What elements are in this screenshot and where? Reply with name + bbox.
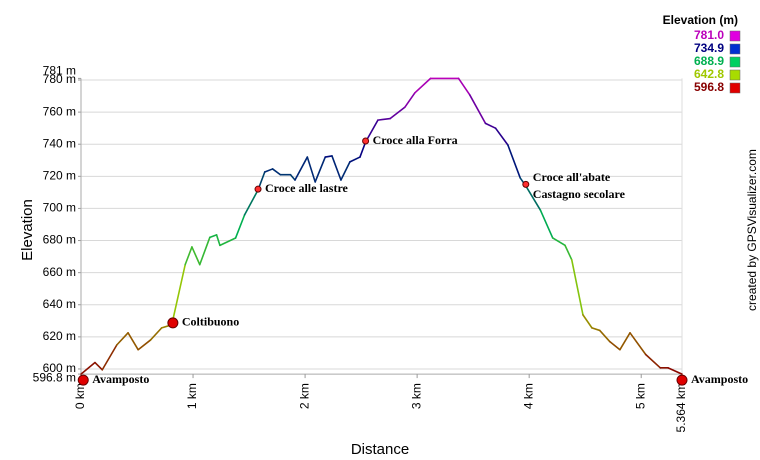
elevation-segment: [389, 106, 406, 120]
elevation-segment: [539, 209, 554, 239]
elevation-segment: [324, 155, 333, 158]
y-tick-label: 760 m: [43, 104, 76, 118]
elevation-segment: [609, 340, 621, 351]
waypoint-label: Avamposto: [691, 372, 748, 386]
x-tick-label: 3 km: [409, 383, 423, 409]
elevation-segment: [582, 314, 593, 329]
elevation-segment: [570, 259, 584, 316]
elevation-segment: [294, 156, 309, 181]
x-axis-title: Distance: [351, 441, 409, 458]
elevation-segment: [127, 332, 139, 351]
legend-swatch: [729, 69, 741, 81]
elevation-segment: [234, 214, 246, 239]
elevation-segment: [101, 344, 118, 371]
waypoint: [522, 180, 530, 188]
elevation-segment: [644, 353, 662, 369]
elevation-segment: [414, 77, 432, 94]
y-tick-label: 620 m: [43, 329, 76, 343]
y-tick-label: 780 m: [43, 72, 76, 86]
elevation-segment: [191, 246, 201, 266]
elevation-segment: [271, 168, 282, 176]
x-tick-label: 4 km: [521, 383, 535, 409]
elevation-segment: [331, 155, 342, 181]
elevation-segment: [243, 189, 259, 216]
elevation-segment: [149, 327, 163, 341]
x-tick-label: 2 km: [297, 383, 311, 409]
elevation-segment: [551, 237, 566, 247]
legend-swatch: [729, 56, 741, 68]
elevation-segment: [525, 185, 542, 211]
legend-swatch: [729, 30, 741, 42]
elevation-segment: [667, 367, 683, 375]
elevation-segment: [484, 122, 497, 129]
legend-label: 781.0: [694, 28, 724, 42]
legend-label: 688.9: [694, 54, 724, 68]
legend-label: 734.9: [694, 41, 724, 55]
y-tick-label: 660 m: [43, 265, 76, 279]
y-tick-label: 640 m: [43, 297, 76, 311]
y-tick-label: 600 m: [43, 361, 76, 375]
legend-title: Elevation (m): [663, 13, 738, 27]
elevation-segment: [468, 94, 487, 125]
waypoint: [254, 185, 262, 193]
elevation-segment: [184, 246, 193, 266]
elevation-segment: [377, 117, 392, 121]
waypoint: [676, 374, 688, 386]
legend-swatch: [729, 43, 741, 55]
elevation-segment: [591, 327, 601, 332]
elevation-segment: [619, 332, 631, 351]
elevation-segment: [507, 144, 522, 179]
legend-label: 642.8: [694, 67, 724, 81]
elevation-segment: [198, 236, 211, 266]
waypoint-label: Croce all'abate: [533, 170, 611, 184]
x-tick-label: 0 km: [73, 383, 87, 409]
elevation-segment: [629, 332, 647, 356]
elevation-segment: [349, 156, 361, 163]
elevation-segment: [94, 361, 104, 371]
elevation-segment: [340, 161, 351, 181]
elevation-segment: [314, 156, 327, 183]
elevation-segment: [80, 361, 96, 375]
waypoint: [362, 137, 370, 145]
elevation-segment: [263, 168, 274, 173]
y-tick-label: 781 m: [43, 64, 76, 78]
waypoint-label: Castagno secolare: [533, 187, 626, 201]
elevation-segment: [215, 234, 221, 247]
elevation-segment: [289, 173, 296, 181]
elevation-segment: [209, 234, 218, 239]
waypoint: [77, 374, 89, 386]
elevation-segment: [137, 339, 152, 351]
y-axis-title: Elevation: [19, 199, 36, 261]
waypoint-label: Croce alla Forra: [373, 133, 458, 147]
y-tick-label: 596.8 m: [33, 370, 76, 384]
elevation-segment: [598, 329, 611, 343]
elevation-segment: [219, 237, 237, 247]
legend-label: 596.8: [694, 80, 724, 94]
y-tick-label: 740 m: [43, 136, 76, 150]
x-tick-label: 5 km: [633, 383, 647, 409]
waypoint-label: Avamposto: [92, 372, 149, 386]
elevation-segment: [306, 156, 316, 183]
waypoint: [167, 317, 179, 329]
elevation-segment: [494, 127, 509, 146]
x-tick-label: 1 km: [185, 383, 199, 409]
y-tick-label: 680 m: [43, 233, 76, 247]
legend-swatch: [729, 82, 741, 94]
elevation-segment: [116, 332, 129, 346]
elevation-segment: [457, 77, 471, 96]
credit: created by GPSVisualizer.com: [745, 149, 759, 311]
x-tick-label: 5.364 km: [674, 383, 688, 432]
elevation-segment: [170, 263, 187, 326]
elevation-segment: [404, 92, 416, 109]
y-tick-label: 700 m: [43, 201, 76, 215]
elevation-segment: [564, 244, 573, 261]
waypoint-label: Croce alle lastre: [265, 181, 349, 195]
elevation-segment: [359, 141, 367, 158]
waypoint-label: Coltibuono: [182, 315, 239, 329]
y-tick-label: 720 m: [43, 168, 76, 182]
